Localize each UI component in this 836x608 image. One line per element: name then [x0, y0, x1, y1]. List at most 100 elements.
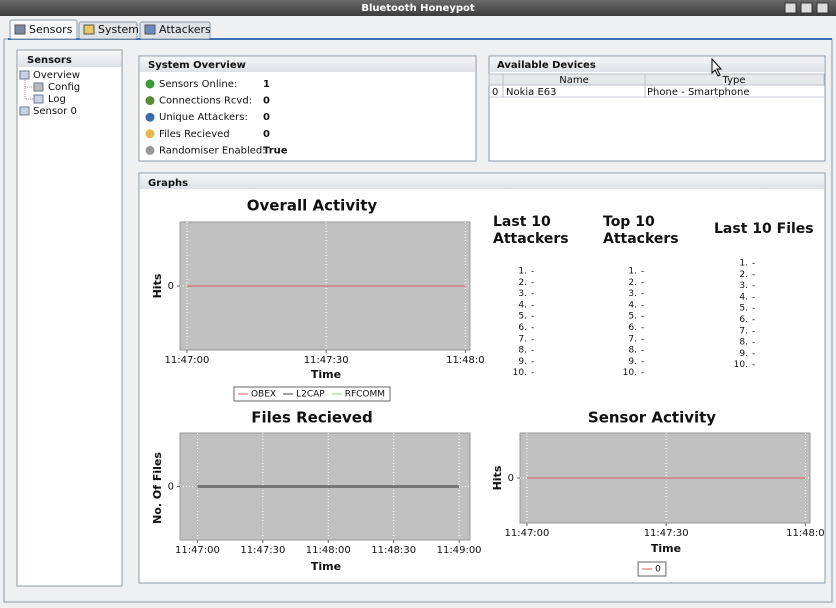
list-value: - — [752, 281, 755, 291]
list-value: - — [752, 304, 755, 314]
x-tick-label: 11:48:00 — [306, 545, 351, 556]
y-axis-label: No. Of Files — [151, 452, 164, 524]
list-rank: 10. — [513, 368, 527, 378]
list-value: - — [641, 334, 644, 344]
sidebar-panel — [16, 49, 123, 587]
list-rank: 7. — [739, 326, 748, 336]
window-buttons — [784, 2, 829, 14]
legend-label: RFCOMM — [345, 390, 385, 400]
list-value: - — [641, 278, 644, 288]
y-tick-label: 0 — [168, 281, 174, 292]
table-header — [488, 73, 825, 86]
overview-label: Connections Rcvd: — [159, 96, 252, 107]
list-value: - — [531, 267, 534, 277]
overview-header — [140, 57, 475, 72]
sidebar-header — [18, 52, 121, 67]
list-rank: 10. — [623, 368, 637, 378]
overview-panel — [138, 55, 477, 162]
list-rank: 7. — [628, 334, 637, 344]
list-rank: 10. — [734, 360, 748, 370]
tree-icon — [19, 70, 30, 80]
list-value: - — [752, 360, 755, 370]
list-title: Last 10 Files — [714, 221, 814, 237]
list-rank: 1. — [739, 259, 748, 269]
list-rank: 3. — [628, 289, 637, 299]
list-value: - — [641, 312, 644, 322]
x-tick-label: 11:48:0 — [786, 528, 825, 539]
list-value: - — [752, 315, 755, 325]
list-title: Top 10 Attackers — [603, 214, 679, 247]
list-rank: 1. — [628, 267, 637, 277]
tab-label: Attackers — [159, 23, 211, 36]
row-icon — [145, 112, 155, 122]
tree-line — [24, 80, 34, 100]
x-tick-label: 11:48:30 — [371, 545, 416, 556]
graphs-header — [140, 174, 824, 189]
list-rank: 2. — [628, 278, 637, 288]
x-axis-label: Time — [651, 542, 681, 555]
list-rank: 5. — [518, 312, 527, 322]
list-value: - — [531, 368, 534, 378]
list-rank: 1. — [518, 267, 527, 277]
tab[interactable] — [139, 21, 211, 40]
overview-value: 1 — [263, 79, 270, 90]
list-value: - — [531, 278, 534, 288]
overview-label: Unique Attackers: — [159, 112, 248, 123]
tab-icon — [144, 24, 156, 35]
legend-label: OBEX — [251, 390, 276, 400]
list-rank: 3. — [518, 289, 527, 299]
y-tick-label: 0 — [168, 482, 174, 493]
list-rank: 2. — [518, 278, 527, 288]
tree-item[interactable]: Log — [48, 94, 66, 105]
overview-value: 0 — [263, 129, 270, 140]
legend-label: 0 — [655, 565, 661, 575]
table-cell: Phone - Smartphone — [647, 87, 750, 98]
list-value: - — [531, 357, 534, 367]
list-value: - — [531, 334, 534, 344]
tab-icon — [14, 24, 26, 35]
list-rank: 7. — [518, 334, 527, 344]
list-rank: 9. — [739, 349, 748, 359]
chart-title: Overall Activity — [247, 197, 378, 215]
maximize-button[interactable] — [800, 2, 813, 14]
overview-label: Randomiser Enabled: — [159, 145, 266, 156]
chart-title: Sensor Activity — [588, 409, 716, 427]
x-tick-label: 11:47:30 — [644, 528, 689, 539]
list-rank: 5. — [628, 312, 637, 322]
table-cell: 0 — [492, 87, 498, 98]
list-value: - — [531, 289, 534, 299]
tab-label: System — [98, 23, 139, 36]
tab-icon — [83, 24, 95, 35]
row-icon — [145, 145, 155, 155]
list-value: - — [752, 259, 755, 269]
list-value: - — [641, 368, 644, 378]
tree-item[interactable]: Config — [48, 82, 80, 93]
list-value: - — [641, 300, 644, 310]
list-value: - — [752, 292, 755, 302]
list-value: - — [752, 349, 755, 359]
list-value: - — [641, 346, 644, 356]
tree-item[interactable]: Overview — [33, 70, 80, 81]
list-rank: 2. — [739, 270, 748, 280]
overview-value: 0 — [263, 96, 270, 107]
minimize-button[interactable] — [784, 2, 797, 14]
list-value: - — [641, 267, 644, 277]
y-axis-label: Hits — [491, 465, 504, 490]
close-button[interactable] — [816, 2, 829, 14]
x-tick-label: 11:49:00 — [437, 545, 482, 556]
list-rank: 9. — [628, 357, 637, 367]
list-rank: 8. — [739, 338, 748, 348]
list-rank: 9. — [518, 357, 527, 367]
list-rank: 6. — [628, 323, 637, 333]
legend-label: L2CAP — [296, 390, 325, 400]
list-value: - — [641, 357, 644, 367]
column-header: Type — [722, 75, 746, 86]
list-rank: 6. — [739, 315, 748, 325]
tree-item[interactable]: Sensor 0 — [33, 106, 77, 117]
tab[interactable] — [9, 19, 78, 40]
sidebar-title: Sensors — [27, 55, 72, 66]
list-value: - — [752, 338, 755, 348]
list-value: - — [641, 323, 644, 333]
list-value: - — [752, 270, 755, 280]
